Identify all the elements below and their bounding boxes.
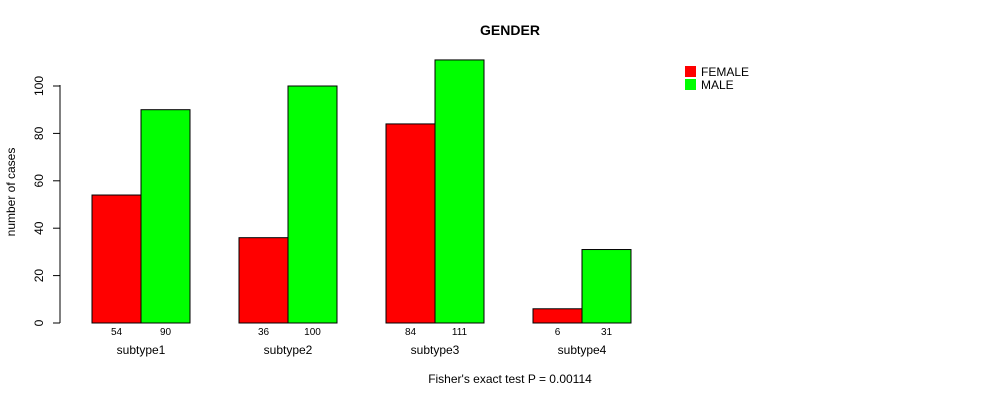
bar-subtype4-female bbox=[532, 308, 583, 324]
bar-subtype2-male bbox=[287, 85, 338, 324]
category-label: subtype3 bbox=[411, 343, 460, 357]
y-axis-label: number of cases bbox=[4, 148, 18, 237]
y-tick-label: 20 bbox=[32, 269, 46, 283]
bars-group bbox=[91, 59, 632, 324]
y-tick-label: 80 bbox=[32, 126, 46, 140]
value-labels-group: 54 90 36 100 84 111 6 31 bbox=[111, 327, 613, 338]
bar-value-label: 90 bbox=[160, 327, 172, 338]
bar-value-label: 6 bbox=[555, 327, 561, 338]
bar-subtype1-male bbox=[140, 109, 191, 324]
bar-value-label: 31 bbox=[601, 327, 613, 338]
y-tick-label: 60 bbox=[32, 174, 46, 188]
category-label: subtype2 bbox=[264, 343, 313, 357]
fisher-test-caption: Fisher's exact test P = 0.00114 bbox=[428, 372, 592, 386]
y-tick-label: 0 bbox=[32, 319, 46, 326]
bar-value-label: 84 bbox=[405, 327, 417, 338]
bar-value-label: 100 bbox=[304, 327, 321, 338]
y-tick-label: 100 bbox=[32, 76, 46, 96]
legend-label-male: MALE bbox=[701, 78, 734, 92]
y-axis: 0 20 40 60 80 100 bbox=[32, 76, 61, 326]
legend-swatch-male bbox=[685, 79, 696, 90]
bar-value-label: 54 bbox=[111, 327, 123, 338]
bar-subtype3-female bbox=[385, 123, 436, 324]
y-tick-label: 40 bbox=[32, 221, 46, 235]
legend-swatch-female bbox=[685, 66, 696, 77]
bar-subtype3-male bbox=[434, 59, 485, 324]
bar-subtype2-female bbox=[238, 237, 289, 324]
bar-subtype4-male bbox=[581, 249, 632, 324]
chart-title: GENDER bbox=[480, 22, 540, 38]
bar-value-label: 111 bbox=[452, 327, 468, 338]
category-label: subtype1 bbox=[117, 343, 166, 357]
bar-value-label: 36 bbox=[258, 327, 270, 338]
bar-subtype1-female bbox=[91, 194, 142, 324]
category-label: subtype4 bbox=[558, 343, 607, 357]
category-labels-group: subtype1 subtype2 subtype3 subtype4 bbox=[117, 343, 607, 357]
legend-label-female: FEMALE bbox=[701, 65, 749, 79]
